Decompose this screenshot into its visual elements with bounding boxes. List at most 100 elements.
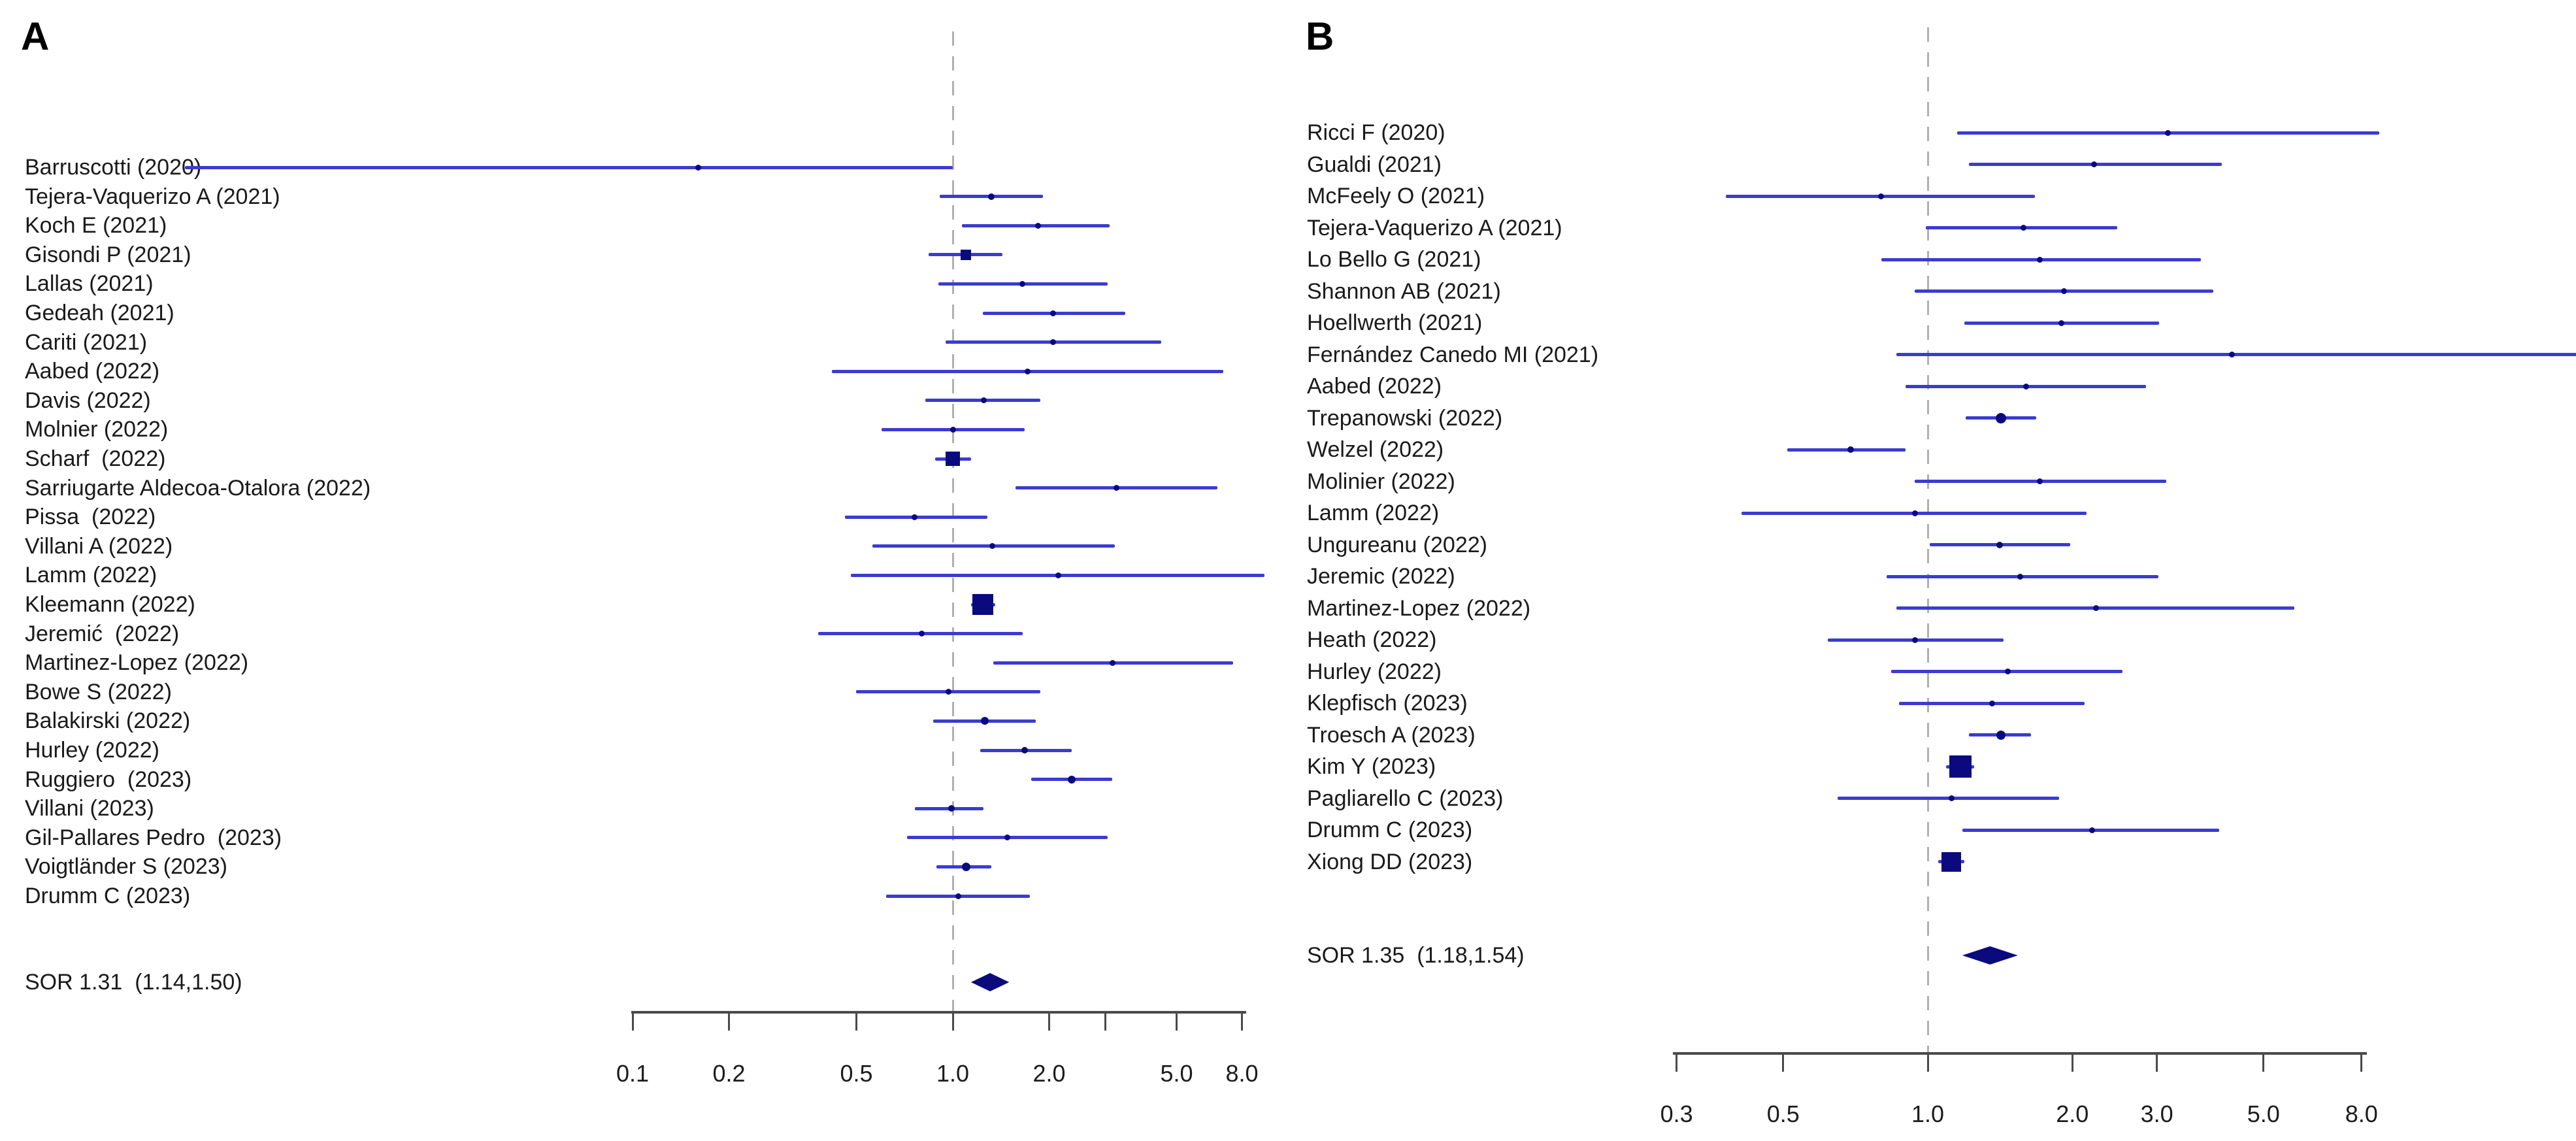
x-axis-tick [1175, 1011, 1178, 1031]
point-estimate-dot [2091, 161, 2098, 167]
point-estimate-dot [2020, 225, 2026, 231]
point-estimate-dot [1948, 795, 1955, 801]
x-axis-tick-label: 5.0 [1160, 1060, 1193, 1087]
point-estimate-dot [919, 631, 925, 637]
point-estimate-dot [2036, 256, 2043, 263]
point-estimate-dot [1114, 485, 1120, 491]
point-estimate-dot [1004, 835, 1010, 841]
point-estimate-dot [1109, 659, 1115, 666]
x-axis-tick [1926, 1052, 1929, 1072]
study-label: Hoellwerth (2021) [1307, 310, 1483, 335]
summary-label: SOR 1.35 (1.18,1.54) [1307, 943, 1525, 968]
summary-diamond [970, 973, 1010, 991]
x-axis-tick-label: 0.1 [616, 1060, 650, 1087]
x-axis-tick-label: 1.0 [936, 1060, 970, 1087]
x-axis-tick [1048, 1011, 1050, 1031]
x-axis-tick-label: 5.0 [2247, 1100, 2280, 1127]
study-label: Pagliarello C (2023) [1307, 785, 1504, 811]
x-axis-tick [855, 1011, 857, 1031]
point-estimate-dot [1024, 368, 1031, 374]
study-label: Kim Y (2023) [1307, 754, 1436, 779]
study-label: Lamm (2022) [25, 563, 157, 588]
point-estimate-dot [946, 689, 952, 695]
x-axis-tick [631, 1011, 634, 1031]
study-label: Villani (2023) [25, 796, 154, 821]
summary-diamond [1962, 946, 2018, 965]
point-estimate-dot [988, 193, 995, 200]
point-estimate-dot [1019, 280, 1026, 287]
point-estimate-dot [2017, 573, 2024, 580]
x-axis-tick-label: 8.0 [1225, 1060, 1259, 1087]
x-axis-tick-label: 1.0 [1911, 1100, 1945, 1127]
study-label: Scharf (2022) [25, 446, 166, 471]
point-estimate-dot [912, 514, 918, 520]
reference-line-dashed [1926, 27, 1929, 1052]
point-estimate-square [1949, 755, 1972, 778]
study-label: Trepanowski (2022) [1307, 405, 1503, 431]
point-estimate-dot [2058, 320, 2065, 326]
study-label: Drumm C (2023) [25, 884, 191, 908]
reference-line-dashed [951, 31, 954, 1011]
study-label: Molnier (2022) [25, 417, 169, 442]
point-estimate-square [946, 452, 960, 466]
x-axis-tick [2360, 1052, 2363, 1072]
study-label: Pissa (2022) [25, 504, 156, 530]
study-label: Martinez-Lopez (2022) [25, 650, 249, 676]
study-label: Villani A (2022) [25, 533, 173, 559]
point-estimate-dot [1050, 310, 1057, 316]
x-axis-tick-label: 3.0 [2140, 1100, 2173, 1127]
study-label: Gualdi (2021) [1307, 152, 1442, 177]
study-label: Ungureanu (2022) [1307, 532, 1487, 557]
point-estimate-dot [695, 164, 701, 171]
study-label: Voigtländer S (2023) [25, 854, 227, 880]
point-estimate-dot [1911, 637, 1918, 643]
study-label: Ruggiero (2023) [25, 767, 192, 792]
point-estimate-dot [1067, 775, 1076, 784]
x-axis-tick [2156, 1052, 2158, 1072]
point-estimate-dot [2164, 129, 2171, 136]
point-estimate-dot [1911, 510, 1918, 516]
panel-b-letter: B [1306, 14, 1334, 58]
x-axis-tick [1104, 1011, 1107, 1031]
summary-label: SOR 1.31 (1.14,1.50) [25, 970, 242, 995]
point-estimate-dot [2036, 478, 2043, 484]
study-label: Lamm (2022) [1307, 501, 1440, 525]
point-estimate-dot [2005, 669, 2011, 674]
study-label: Heath (2022) [1307, 627, 1437, 652]
panel-a-letter: A [21, 14, 50, 58]
study-label: Jeremić (2022) [25, 621, 180, 646]
study-label: Bowe S (2022) [25, 679, 172, 704]
study-label: McFeely O (2021) [1307, 184, 1485, 208]
x-axis-tick-label: 8.0 [2345, 1100, 2378, 1127]
point-estimate-dot [1021, 747, 1029, 753]
study-label: Shannon AB (2021) [1307, 278, 1501, 304]
point-estimate-dot [981, 717, 989, 725]
study-label: Koch E (2021) [25, 213, 167, 239]
study-label: Hurley (2022) [25, 738, 159, 763]
point-estimate-dot [1050, 339, 1057, 346]
x-axis-tick-label: 2.0 [2056, 1100, 2089, 1127]
study-label: Gil-Pallares Pedro (2023) [25, 825, 282, 850]
study-label: Tejera-Vaquerizo A (2021) [1307, 215, 1562, 240]
point-estimate-dot [1055, 572, 1062, 578]
study-label: Fernández Canedo MI (2021) [1307, 342, 1599, 367]
x-axis-tick-label: 2.0 [1032, 1060, 1066, 1087]
point-estimate-dot [1878, 193, 1885, 199]
study-label: Gedeah (2021) [25, 301, 174, 325]
point-estimate-dot [1989, 700, 1995, 706]
point-estimate-dot [2229, 352, 2236, 357]
point-estimate-dot [989, 543, 996, 550]
point-estimate-dot [2089, 827, 2096, 833]
study-label: Balakirski (2022) [25, 708, 191, 734]
x-axis-tick [2262, 1052, 2265, 1072]
x-axis-tick-label: 0.5 [840, 1060, 873, 1087]
study-label: Ricci F (2020) [1307, 120, 1445, 145]
ci-line [1896, 353, 2576, 356]
x-axis-tick [1241, 1011, 1243, 1031]
study-label: Kleemann (2022) [25, 592, 195, 617]
point-estimate-dot [948, 805, 955, 812]
study-label: Sarriugarte Aldecoa-Otalora (2022) [25, 475, 371, 501]
point-estimate-dot [955, 893, 961, 899]
point-estimate-dot [949, 426, 956, 433]
